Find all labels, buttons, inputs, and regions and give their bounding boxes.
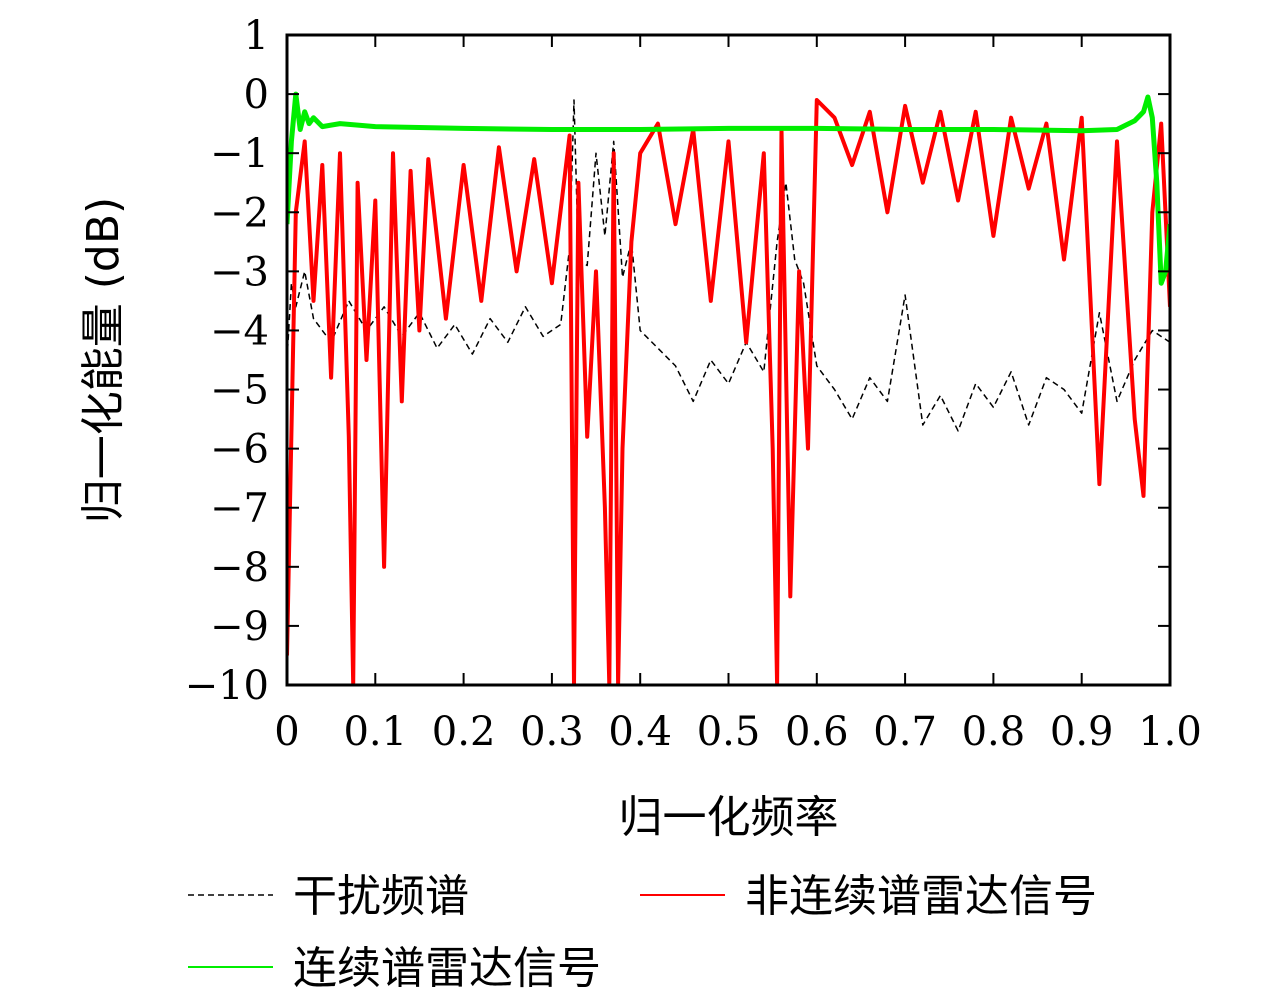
y-tick-label: −2: [210, 190, 269, 236]
x-tick-label: 0.2: [432, 709, 496, 755]
y-tick-label: −5: [210, 368, 269, 414]
legend-label: 干扰频谱: [293, 871, 469, 922]
y-tick-label: −10: [185, 663, 269, 709]
y-axis-label: 归一化能量 (dB): [78, 197, 129, 523]
y-tick-label: 0: [244, 72, 269, 118]
x-tick-label: 0.9: [1050, 709, 1114, 755]
series-line-1: [287, 99, 1170, 432]
legend-label: 连续谱雷达信号: [293, 943, 601, 994]
legend-label: 非连续谱雷达信号: [745, 871, 1097, 922]
x-tick-label: 0.8: [962, 709, 1026, 755]
y-tick-label: −8: [210, 545, 269, 591]
series-line-2: [287, 98, 1170, 685]
x-tick-label: 0.3: [520, 709, 584, 755]
y-tick-label: −7: [210, 486, 269, 532]
x-tick-label: 1.0: [1138, 709, 1202, 755]
x-tick-label: 0.1: [343, 709, 407, 755]
y-tick-label: −6: [210, 427, 269, 473]
x-tick-label: 0.6: [785, 709, 849, 755]
x-tick-label: 0.4: [608, 709, 672, 755]
y-tick-label: −1: [210, 131, 269, 177]
x-axis-label: 归一化频率: [619, 792, 839, 843]
x-tick-label: 0.5: [697, 709, 761, 755]
series-layer: [287, 91, 1170, 685]
y-tick-label: 1: [244, 13, 269, 59]
x-tick-label: 0.7: [873, 709, 937, 755]
y-tick-label: −4: [210, 308, 269, 354]
ticks-layer: 0 0.1 0.2 0.3 0.4 0.5 0.6 0.7 0.8 0.9 1.0 1 0 −1 −2 −3 −…: [185, 13, 1202, 755]
y-tick-label: −9: [210, 604, 269, 650]
series-line-3: [287, 91, 1170, 286]
y-tick-label: −3: [210, 249, 269, 295]
x-tick-label: 0: [274, 709, 299, 755]
